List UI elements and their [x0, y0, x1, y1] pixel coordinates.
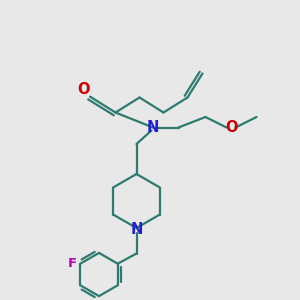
Text: O: O — [78, 82, 90, 98]
Text: O: O — [225, 120, 237, 135]
Text: N: N — [147, 120, 159, 135]
Text: N: N — [130, 222, 143, 237]
Text: F: F — [67, 257, 76, 270]
